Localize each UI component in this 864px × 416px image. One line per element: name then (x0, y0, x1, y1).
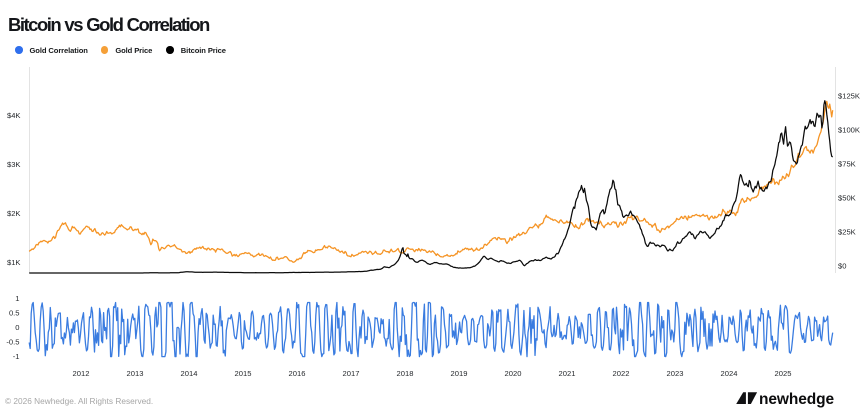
svg-text:$3K: $3K (7, 160, 21, 169)
svg-text:2021: 2021 (559, 369, 576, 378)
svg-text:2025: 2025 (775, 369, 792, 378)
svg-text:$25K: $25K (838, 228, 856, 237)
svg-text:2016: 2016 (289, 369, 306, 378)
svg-text:2013: 2013 (127, 369, 144, 378)
svg-text:2017: 2017 (343, 369, 360, 378)
svg-text:$125K: $125K (838, 92, 860, 101)
svg-text:2014: 2014 (181, 369, 198, 378)
svg-text:$0: $0 (838, 262, 846, 271)
svg-text:2020: 2020 (505, 369, 522, 378)
svg-text:2019: 2019 (451, 369, 468, 378)
svg-text:$75K: $75K (838, 160, 856, 169)
svg-text:$1K: $1K (7, 258, 21, 267)
svg-text:0: 0 (15, 323, 19, 332)
svg-text:2012: 2012 (73, 369, 90, 378)
svg-text:-1: -1 (13, 352, 20, 361)
svg-text:0.5: 0.5 (9, 309, 20, 318)
svg-text:$2K: $2K (7, 209, 21, 218)
svg-text:2023: 2023 (667, 369, 684, 378)
svg-text:2022: 2022 (613, 369, 630, 378)
svg-text:-0.5: -0.5 (6, 338, 19, 347)
svg-text:2015: 2015 (235, 369, 252, 378)
svg-text:2018: 2018 (397, 369, 414, 378)
svg-text:$50K: $50K (838, 194, 856, 203)
svg-text:$100K: $100K (838, 126, 860, 135)
svg-text:2024: 2024 (721, 369, 738, 378)
svg-text:1: 1 (15, 294, 19, 303)
svg-text:$4K: $4K (7, 111, 21, 120)
